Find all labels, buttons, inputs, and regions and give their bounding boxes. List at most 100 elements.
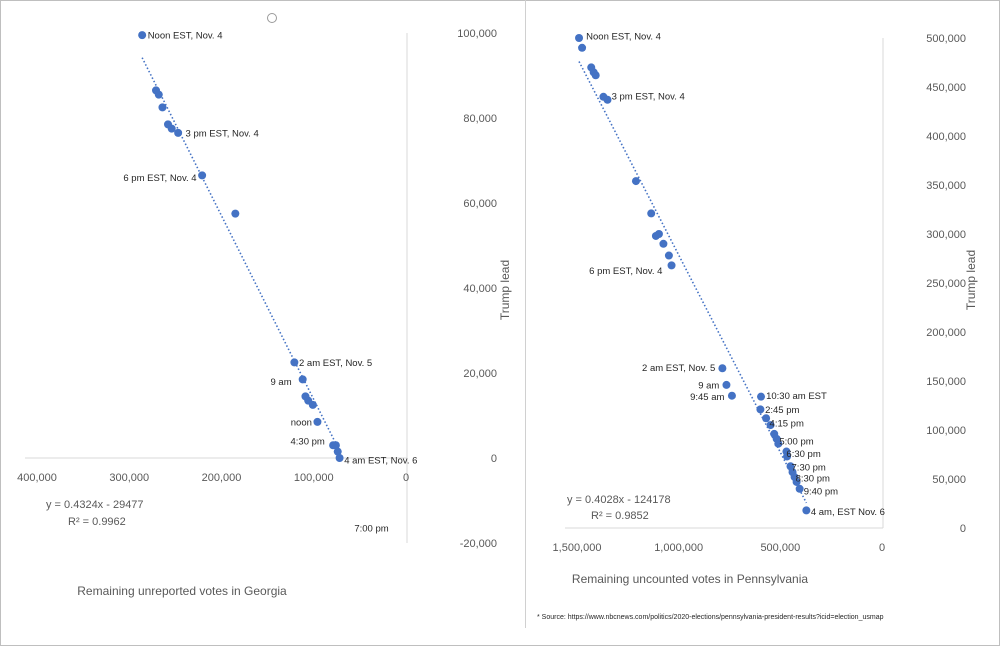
- data-point: [335, 454, 344, 462]
- y-tick-label: 400,000: [926, 131, 966, 143]
- x-tick-label: 400,000: [17, 472, 57, 484]
- point-annotation: 2:45 pm: [765, 405, 799, 416]
- x-tick-label: 1,500,000: [553, 542, 602, 554]
- resize-handle[interactable]: [267, 13, 277, 23]
- x-tick-label: 300,000: [109, 472, 149, 484]
- x-tick-label: 200,000: [202, 472, 242, 484]
- data-point: [198, 171, 207, 180]
- point-annotation: 6:30 pm: [786, 449, 820, 460]
- data-point: [722, 380, 731, 389]
- x-axis-title: Remaining uncounted votes in Pennsylvani…: [572, 572, 808, 586]
- x-axis-title: Remaining unreported votes in Georgia: [77, 584, 287, 598]
- y-tick-label: 50,000: [932, 474, 966, 486]
- data-point: [158, 103, 167, 112]
- georgia-chart: 100,000 80,000 60,000 40,000 20,000 0 -20,000 4…: [17, 28, 512, 598]
- y-tick-label: 100,000: [457, 28, 497, 40]
- trendline: [141, 57, 341, 452]
- point-annotation: 6 pm EST, Nov. 4: [589, 266, 662, 277]
- point-annotation: noon: [291, 417, 312, 428]
- point-annotation: 5:00 pm: [779, 436, 813, 447]
- point-annotation: 7:00 pm: [354, 524, 388, 535]
- point-annotation: 3 pm EST, Nov. 4: [186, 128, 259, 139]
- x-tick-label: 0: [403, 472, 409, 484]
- y-tick-label: 80,000: [463, 113, 497, 125]
- data-point: [154, 90, 163, 99]
- trendline-equation: y = 0.4028x - 124178: [567, 494, 671, 506]
- point-annotation: Noon EST, Nov. 4: [586, 32, 661, 43]
- y-axis-title: Trump lead: [964, 250, 978, 310]
- data-point: [298, 375, 307, 384]
- point-annotation: 7:30 pm: [792, 463, 826, 474]
- r-squared-label: R² = 0.9962: [68, 516, 126, 528]
- point-annotation: 4:30 pm: [290, 437, 324, 448]
- data-point: [774, 439, 783, 448]
- y-tick-label: 500,000: [926, 33, 966, 45]
- data-point: [792, 477, 801, 486]
- data-point: [231, 209, 240, 218]
- data-point: [331, 441, 340, 450]
- data-point: [603, 95, 612, 104]
- point-annotation: 4:15 pm: [770, 419, 804, 430]
- data-point: [802, 506, 811, 515]
- x-tick-label: 1,000,000: [654, 542, 703, 554]
- data-point: [631, 177, 640, 186]
- data-point: [167, 124, 176, 133]
- pennsylvania-chart: 500,000 450,000 400,000 350,000 300,000 250,0…: [553, 32, 978, 586]
- y-tick-label: 150,000: [926, 376, 966, 388]
- data-point: [647, 209, 656, 218]
- r-squared-label: R² = 0.9852: [591, 510, 649, 522]
- x-tick-label: 500,000: [760, 542, 800, 554]
- data-point: [174, 128, 183, 137]
- point-annotation: 2 am EST, Nov. 5: [642, 363, 715, 374]
- data-point: [290, 358, 299, 367]
- data-point: [727, 391, 736, 400]
- y-tick-label: 60,000: [463, 198, 497, 210]
- trendline-equation: y = 0.4324x - 29477: [46, 499, 144, 511]
- point-annotation: 3 pm EST, Nov. 4: [612, 91, 685, 102]
- point-annotation: 6 pm EST, Nov. 4: [123, 173, 196, 184]
- data-point: [757, 392, 766, 401]
- point-annotation: 9 am: [698, 380, 719, 391]
- x-tick-label: 0: [879, 542, 885, 554]
- y-tick-label: 40,000: [463, 283, 497, 295]
- data-point: [718, 364, 727, 373]
- point-annotation: 9:45 am: [690, 392, 724, 403]
- data-point: [766, 421, 775, 430]
- point-annotation: 4 am EST, Nov. 6: [344, 456, 417, 467]
- y-tick-label: 20,000: [463, 368, 497, 380]
- x-tick-label: 100,000: [294, 472, 334, 484]
- data-point: [667, 261, 676, 270]
- data-point: [664, 251, 673, 260]
- source-note: * Source: https://www.nbcnews.com/politi…: [537, 614, 884, 621]
- point-annotation: 10:30 am EST: [766, 391, 827, 402]
- point-annotation: 8:30 pm: [796, 474, 830, 485]
- data-point: [756, 405, 765, 414]
- data-point: [578, 43, 587, 52]
- trendline: [578, 61, 808, 504]
- data-point: [333, 447, 342, 456]
- y-tick-label: 0: [491, 453, 497, 465]
- y-tick-label: 450,000: [926, 82, 966, 94]
- data-point: [308, 400, 317, 409]
- y-tick-label: 300,000: [926, 229, 966, 241]
- y-axis-title: Trump lead: [498, 260, 512, 320]
- panel-divider: [525, 0, 526, 628]
- data-point: [795, 484, 804, 493]
- data-point: [591, 71, 600, 80]
- data-point: [783, 452, 792, 461]
- point-annotation: 2 am EST, Nov. 5: [299, 358, 372, 369]
- point-annotation: 9:40 pm: [804, 486, 838, 497]
- point-annotation: 9 am: [270, 377, 291, 388]
- y-tick-label: -20,000: [460, 538, 497, 550]
- data-point: [138, 31, 147, 40]
- data-point: [762, 414, 771, 423]
- y-tick-label: 200,000: [926, 327, 966, 339]
- y-tick-label: 0: [960, 523, 966, 535]
- data-point: [654, 230, 663, 238]
- point-annotation: Noon EST, Nov. 4: [148, 31, 223, 42]
- data-point: [659, 239, 668, 248]
- point-annotation: 4 am, EST Nov. 6: [811, 507, 885, 518]
- data-point: [313, 417, 322, 426]
- y-tick-label: 350,000: [926, 180, 966, 192]
